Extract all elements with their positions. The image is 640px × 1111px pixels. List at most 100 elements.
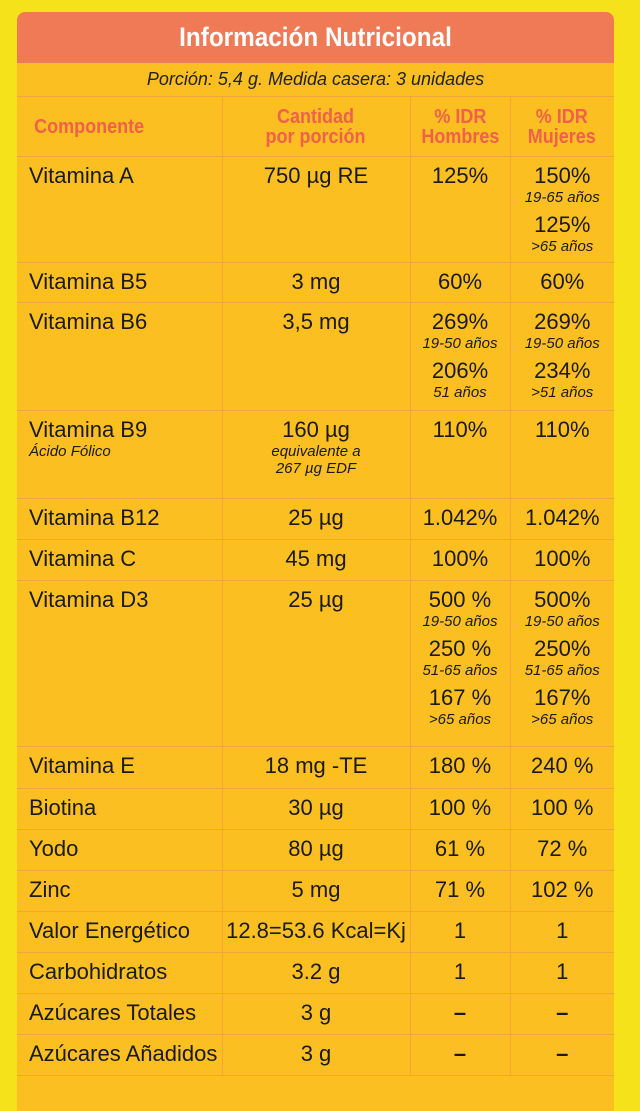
age-range-note: 19-50 años (524, 335, 600, 352)
component-name: Vitamina E (17, 746, 223, 789)
idr-women-cell: 100% (509, 539, 614, 581)
component-name: Azúcares Añadidos (17, 1034, 223, 1076)
age-range-note: >65 años (428, 711, 492, 728)
percent-value: 110% (534, 417, 590, 442)
percent-value: 125% (534, 212, 591, 237)
amount-cell: 3,5 mg (221, 302, 411, 411)
component-name: Carbohidratos (17, 952, 223, 994)
amount-cell: 3 g (221, 993, 411, 1035)
idr-women-cell: – (509, 1034, 614, 1076)
amount-cell: 25 µg (221, 498, 411, 540)
idr-men-cell: 125% (409, 156, 511, 263)
percent-value: 240 % (531, 753, 594, 778)
percent-value: 110% (432, 417, 488, 442)
percent-value: 234% (534, 358, 591, 383)
idr-women-cell: 1.042% (509, 498, 614, 540)
nutrition-panel: Información Nutricional Porción: 5,4 g. … (17, 12, 614, 1111)
title-bar: Información Nutricional (17, 12, 614, 63)
percent-value: 1 (556, 918, 569, 943)
idr-women-cell: 1 (509, 911, 614, 953)
idr-men-cell: 100% (409, 539, 511, 581)
header-amount: Cantidad por porción (221, 96, 411, 157)
table-row: Azúcares Totales 3 g – – (17, 993, 614, 1035)
idr-men-cell: 269% 19-50 años 206% 51 años (409, 302, 511, 411)
header-idr-women: % IDR Mujeres (509, 96, 614, 157)
percent-value: 269% (431, 309, 489, 334)
age-range-note: >65 años (531, 238, 594, 255)
page-title: Información Nutricional (179, 22, 452, 52)
percent-value: 1.042% (524, 505, 600, 530)
percent-value: 269% (534, 309, 591, 334)
table-row: Vitamina C 45 mg 100% 100% (17, 539, 614, 581)
percent-value: 71 % (434, 877, 486, 902)
percent-value: 500 % (428, 587, 492, 612)
table-row: Vitamina B5 3 mg 60% 60% (17, 262, 614, 303)
amount-cell: 18 mg -TE (221, 746, 411, 789)
amount-cell: 12.8=53.6 Kcal=Kj (221, 911, 411, 953)
table-row: Vitamina B6 3,5 mg 269% 19-50 años 206% 51 añ… (17, 302, 614, 411)
idr-men-cell: 100 % (409, 788, 511, 830)
idr-women-cell: 100 % (509, 788, 614, 830)
idr-men-cell: 1 (409, 952, 511, 994)
percent-value: – (453, 1000, 467, 1025)
percent-value: 1 (453, 959, 467, 984)
age-range-note: 51-65 años (524, 662, 600, 679)
amount-cell: 80 µg (221, 829, 411, 871)
portion-info: Porción: 5,4 g. Medida casera: 3 unidade… (146, 69, 485, 89)
idr-men-cell: 60% (409, 262, 511, 303)
percent-value: 100% (431, 546, 489, 571)
table-row: Vitamina B9 Ácido Fólico 160 µg equivalente… (17, 410, 614, 499)
table-row: Vitamina E 18 mg -TE 180 % 240 % (17, 746, 614, 789)
component-name: Vitamina B9 Ácido Fólico (17, 410, 223, 499)
amount-cell: 750 µg RE (221, 156, 411, 263)
percent-value: – (556, 1041, 569, 1066)
percent-value: 167 % (428, 685, 492, 710)
idr-women-cell: 102 % (509, 870, 614, 912)
component-name: Vitamina A (17, 156, 223, 263)
component-name: Yodo (17, 829, 223, 871)
idr-men-cell: 61 % (409, 829, 511, 871)
percent-value: 206% (431, 358, 489, 383)
table-row: Valor Energético 12.8=53.6 Kcal=Kj 1 1 (17, 911, 614, 953)
table-row: Carbohidratos 3.2 g 1 1 (17, 952, 614, 994)
percent-value: 125% (431, 163, 489, 188)
table-row: Vitamina A 750 µg RE 125% 150% 19-65 años 125… (17, 156, 614, 263)
idr-women-cell: 240 % (509, 746, 614, 789)
percent-value: 500% (534, 587, 591, 612)
percent-value: 150% (534, 163, 591, 188)
age-range-note: 19-50 años (524, 613, 600, 630)
table-row: Yodo 80 µg 61 % 72 % (17, 829, 614, 871)
percent-value: 100 % (531, 795, 594, 820)
header-idr-men: % IDR Hombres (409, 96, 511, 157)
amount-cell: 3.2 g (221, 952, 411, 994)
percent-value: 72 % (537, 836, 588, 861)
component-name: Valor Energético (17, 911, 223, 953)
component-name: Vitamina B6 (17, 302, 223, 411)
header-row: Componente Cantidad por porción % IDR Homb… (17, 96, 614, 157)
idr-men-cell: 110% (409, 410, 511, 499)
percent-value: 167% (534, 685, 591, 710)
idr-women-cell: 500% 19-50 años 250% 51-65 años 167% >65 años (509, 580, 614, 747)
idr-women-cell: 269% 19-50 años 234% >51 años (509, 302, 614, 411)
amount-cell: 160 µg equivalente a 267 µg EDF (221, 410, 411, 499)
amount-note: equivalente a (271, 443, 361, 460)
component-name: Vitamina D3 (17, 580, 223, 747)
component-name: Zinc (17, 870, 223, 912)
amount-cell: 45 mg (221, 539, 411, 581)
idr-women-cell: 150% 19-65 años 125% >65 años (509, 156, 614, 263)
table-row: Vitamina B12 25 µg 1.042% 1.042% (17, 498, 614, 540)
component-name: Azúcares Totales (17, 993, 223, 1035)
header-component: Componente (17, 96, 223, 157)
age-range-note: 19-50 años (422, 335, 498, 352)
idr-women-cell: 110% (509, 410, 614, 499)
table-row: Biotina 30 µg 100 % 100 % (17, 788, 614, 830)
age-range-note: >51 años (531, 384, 594, 401)
percent-value: 102 % (531, 877, 594, 902)
amount-cell: 3 mg (221, 262, 411, 303)
percent-value: 1 (556, 959, 569, 984)
percent-value: 250 % (428, 636, 492, 661)
age-range-note: 51-65 años (422, 662, 498, 679)
component-note: Ácido Fólico (29, 443, 111, 460)
component-name: Vitamina B5 (17, 262, 223, 303)
table-row: Zinc 5 mg 71 % 102 % (17, 870, 614, 912)
